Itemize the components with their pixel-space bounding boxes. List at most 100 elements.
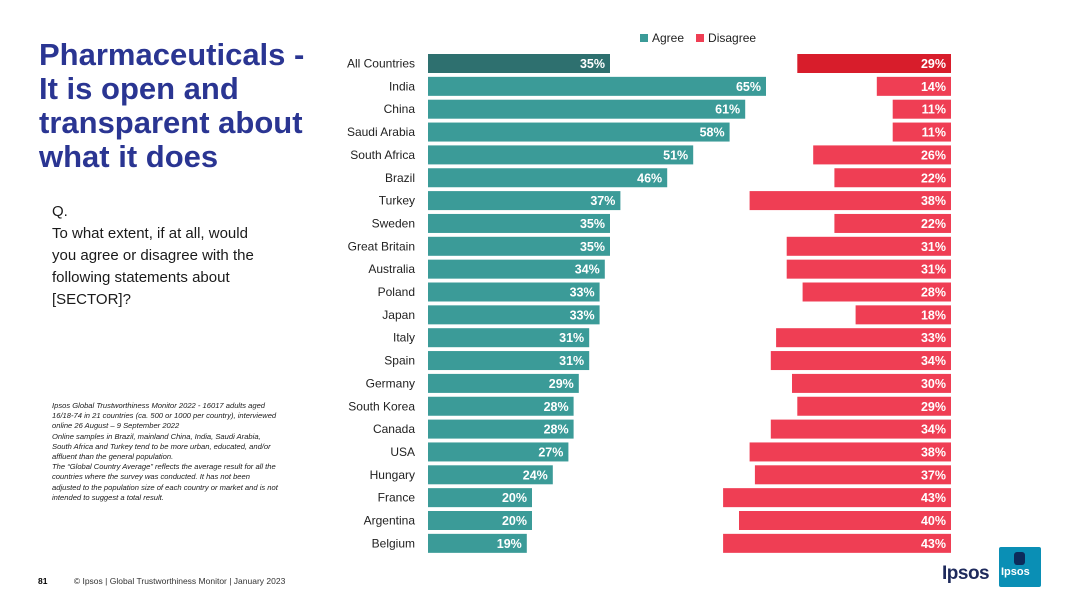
page-number: 81 <box>38 576 48 586</box>
disagree-bar <box>802 282 951 302</box>
disagree-bar <box>834 213 951 233</box>
agree-bar <box>428 465 553 485</box>
agree-value-label: 46% <box>637 171 662 185</box>
slide-title: Pharmaceuticals - It is open and transpa… <box>39 37 305 174</box>
agree-value-label: 34% <box>575 263 600 277</box>
agree-bar <box>428 259 605 279</box>
agree-value-label: 31% <box>559 354 584 368</box>
agree-bar <box>428 533 527 553</box>
agree-bar <box>428 328 590 348</box>
question-line: [SECTOR]? <box>52 291 131 308</box>
category-label: Turkey <box>379 194 415 208</box>
disagree-bar <box>834 168 951 188</box>
agree-bar <box>428 213 610 233</box>
disagree-bar <box>797 396 951 416</box>
category-label: Germany <box>366 376 415 390</box>
agree-bar <box>428 511 532 530</box>
ipsos-logo-text: Ipsos <box>942 563 990 584</box>
category-label: Japan <box>382 308 415 322</box>
disagree-value-label: 31% <box>921 263 946 277</box>
note-line: countries where the survey was conducted… <box>52 472 250 482</box>
disagree-bar <box>723 488 951 508</box>
disagree-value-label: 26% <box>921 148 946 162</box>
agree-bar <box>428 168 668 188</box>
agree-bar <box>428 373 579 393</box>
agree-value-label: 27% <box>538 445 563 459</box>
disagree-bar <box>876 76 951 96</box>
category-label: Saudi Arabia <box>347 125 415 139</box>
category-label: Great Britain <box>348 239 415 253</box>
disagree-bar <box>770 351 951 371</box>
agree-value-label: 51% <box>663 148 688 162</box>
disagree-bar <box>723 533 951 553</box>
disagree-value-label: 14% <box>921 80 946 94</box>
agree-bar <box>428 122 730 142</box>
disagree-value-label: 43% <box>921 537 946 551</box>
agree-bar <box>428 99 746 119</box>
agree-bar <box>428 54 610 73</box>
disagree-bar <box>792 373 951 393</box>
agree-value-label: 31% <box>559 331 584 345</box>
disagree-value-label: 38% <box>921 194 946 208</box>
question-line: you agree or disagree with the <box>52 247 254 264</box>
disagree-bar <box>754 465 951 485</box>
agree-value-label: 28% <box>544 400 569 414</box>
category-label: South Korea <box>348 399 415 413</box>
category-label: France <box>378 491 416 505</box>
note-line: The “Global Country Average” reflects th… <box>52 462 276 472</box>
disagree-value-label: 34% <box>921 354 946 368</box>
disagree-value-label: 29% <box>921 57 946 71</box>
question-line: Q. <box>52 203 68 220</box>
note-line: Online samples in Brazil, mainland China… <box>52 431 261 441</box>
chart-legend: Agree Disagree <box>640 31 756 45</box>
agree-bar <box>428 191 621 211</box>
agree-value-label: 37% <box>590 194 615 208</box>
disagree-bar <box>855 305 951 325</box>
disagree-value-label: 30% <box>921 377 946 391</box>
agree-value-label: 35% <box>580 57 605 71</box>
disagree-value-label: 40% <box>921 514 946 528</box>
agree-value-label: 35% <box>580 240 605 254</box>
disagree-value-label: 11% <box>922 126 946 140</box>
disagree-value-label: 31% <box>921 240 946 254</box>
agree-value-label: 35% <box>580 217 605 231</box>
agree-bar <box>428 442 569 462</box>
legend-disagree: Disagree <box>696 31 756 45</box>
category-label: Hungary <box>370 468 415 482</box>
legend-disagree-label: Disagree <box>708 31 757 45</box>
category-label: Sweden <box>372 216 415 230</box>
category-label: Brazil <box>385 171 415 185</box>
footer-text: © Ipsos | Global Trustworthiness Monitor… <box>73 576 286 586</box>
note-line: Ipsos Global Trustworthiness Monitor 202… <box>52 401 266 410</box>
disagree-value-label: 29% <box>921 400 946 414</box>
legend-agree: Agree <box>640 31 684 45</box>
agree-value-label: 20% <box>502 514 527 528</box>
disagree-value-label: 33% <box>921 331 946 345</box>
question-line: To what extent, if at all, would <box>52 225 248 242</box>
agree-value-label: 61% <box>715 103 740 117</box>
disagree-value-label: 38% <box>921 445 946 459</box>
logo-mark-shape <box>1014 552 1025 565</box>
category-label: Italy <box>393 331 415 345</box>
category-label: China <box>384 102 416 116</box>
agree-bar <box>428 305 600 325</box>
agree-bar <box>428 282 600 302</box>
legend-disagree-swatch <box>696 34 705 42</box>
disagree-bar <box>892 99 951 119</box>
methodology-notes: Ipsos Global Trustworthiness Monitor 202… <box>52 401 342 503</box>
agree-value-label: 33% <box>570 286 595 300</box>
agree-bar <box>428 351 590 371</box>
category-label: Poland <box>378 285 415 299</box>
agree-value-label: 29% <box>549 377 574 391</box>
question-line: following statements about <box>52 269 230 286</box>
category-label: All Countries <box>347 57 415 71</box>
agree-value-label: 28% <box>544 423 569 437</box>
disagree-value-label: 28% <box>921 286 946 300</box>
disagree-value-label: 34% <box>921 423 946 437</box>
disagree-bar <box>797 54 951 73</box>
disagree-value-label: 18% <box>921 308 946 322</box>
category-label: Belgium <box>372 536 415 550</box>
agree-bar <box>428 145 694 165</box>
disagree-bar <box>892 122 951 142</box>
note-line: intended to suggest a total result. <box>52 492 164 502</box>
